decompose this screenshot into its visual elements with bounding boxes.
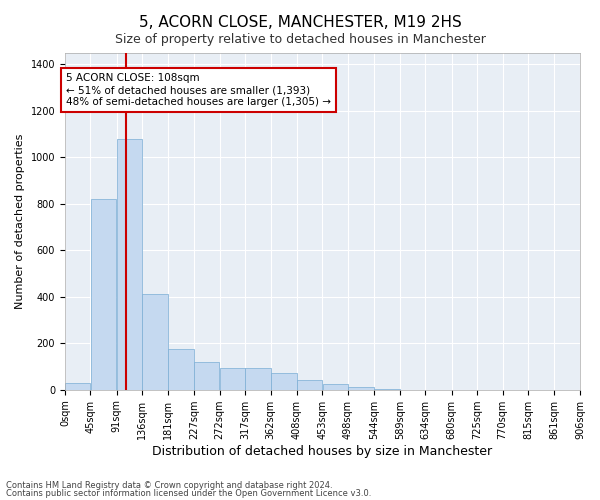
Bar bbox=[194, 362, 220, 390]
Bar bbox=[117, 138, 142, 390]
Text: 5, ACORN CLOSE, MANCHESTER, M19 2HS: 5, ACORN CLOSE, MANCHESTER, M19 2HS bbox=[139, 15, 461, 30]
Bar bbox=[323, 384, 348, 390]
Bar bbox=[142, 294, 167, 390]
Bar bbox=[245, 368, 271, 390]
Bar bbox=[297, 380, 322, 390]
Text: Contains HM Land Registry data © Crown copyright and database right 2024.: Contains HM Land Registry data © Crown c… bbox=[6, 480, 332, 490]
Y-axis label: Number of detached properties: Number of detached properties bbox=[15, 134, 25, 309]
Bar bbox=[374, 388, 400, 390]
Text: Contains public sector information licensed under the Open Government Licence v3: Contains public sector information licen… bbox=[6, 489, 371, 498]
Bar bbox=[91, 199, 116, 390]
Bar bbox=[65, 382, 91, 390]
Text: Size of property relative to detached houses in Manchester: Size of property relative to detached ho… bbox=[115, 32, 485, 46]
Bar bbox=[348, 388, 374, 390]
Bar bbox=[168, 349, 194, 390]
Bar bbox=[220, 368, 245, 390]
X-axis label: Distribution of detached houses by size in Manchester: Distribution of detached houses by size … bbox=[152, 444, 493, 458]
Text: 5 ACORN CLOSE: 108sqm
← 51% of detached houses are smaller (1,393)
48% of semi-d: 5 ACORN CLOSE: 108sqm ← 51% of detached … bbox=[66, 74, 331, 106]
Bar bbox=[271, 374, 297, 390]
